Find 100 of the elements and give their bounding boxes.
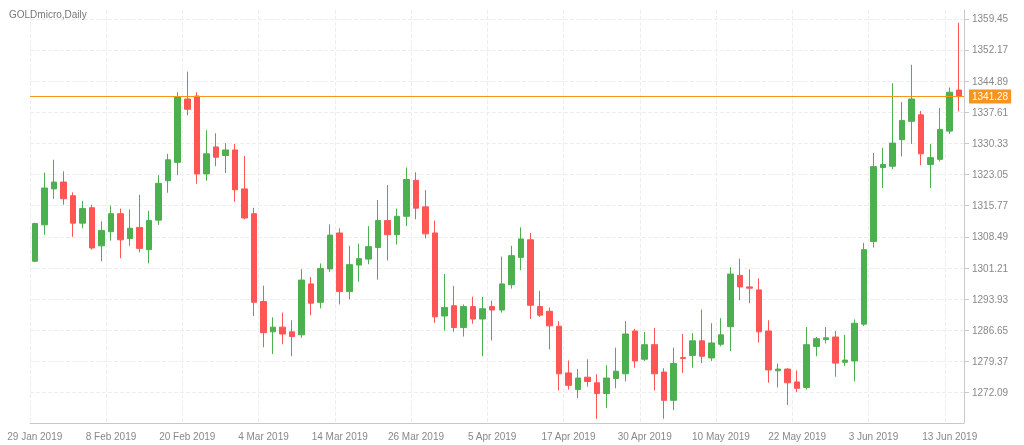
- candlestick: [470, 296, 476, 325]
- candlestick: [622, 320, 629, 382]
- x-tick-label: 20 Feb 2019: [159, 430, 216, 442]
- candlestick: [765, 319, 772, 384]
- x-tick-label: 4 Mar 2019: [238, 430, 290, 442]
- x-tick-label: 3 Jun 2019: [848, 430, 899, 442]
- candlestick: [89, 204, 95, 251]
- candlestick: [422, 189, 429, 240]
- y-tick-label: 1359.45: [972, 13, 1009, 25]
- candlestick: [813, 336, 820, 357]
- candlestick: [394, 208, 400, 246]
- candlestick: [680, 333, 686, 374]
- y-tick-label: 1272.09: [972, 387, 1009, 399]
- candlestick: [232, 143, 238, 203]
- candlestick: [346, 245, 353, 300]
- candlestick: [79, 200, 86, 229]
- candlestick: [641, 331, 648, 362]
- y-tick-label: 1279.37: [972, 356, 1009, 367]
- x-tick-label: 8 Feb 2019: [85, 430, 137, 442]
- candlestick: [241, 155, 248, 220]
- candlestick: [289, 319, 295, 357]
- candlestick: [365, 225, 372, 265]
- candlestick: [155, 174, 162, 226]
- candlestick: [298, 268, 305, 339]
- x-tick-label: 29 Jan 2019: [7, 430, 63, 442]
- candlestick: [51, 159, 57, 200]
- candlestick: [661, 367, 667, 420]
- candlestick: [565, 360, 572, 391]
- candlestick: [117, 208, 124, 259]
- candlestick: [518, 226, 524, 271]
- candlestick: [737, 258, 743, 301]
- y-tick-label: 1330.33: [972, 137, 1009, 149]
- candlestick: [98, 220, 105, 262]
- x-tick-label: 30 Apr 2019: [617, 430, 673, 442]
- candlestick: [918, 110, 924, 166]
- candlestick: [479, 296, 486, 357]
- y-tick-label: 1286.65: [972, 324, 1009, 336]
- candlestick: [508, 245, 515, 290]
- candlestick: [375, 199, 381, 281]
- candlestick: [699, 309, 705, 364]
- candlestick: [803, 326, 810, 391]
- y-tick-label: 1337.61: [972, 106, 1009, 118]
- candlestick: [403, 167, 410, 227]
- candlestick: [689, 332, 696, 369]
- x-tick-label: 13 Jun 2019: [922, 430, 978, 442]
- candlestick: [260, 285, 267, 348]
- candlestick: [613, 347, 619, 389]
- x-tick-label: 14 Mar 2019: [311, 430, 369, 442]
- candlestick: [108, 205, 114, 242]
- candlestick: [632, 328, 638, 369]
- x-tick-label: 10 May 2019: [692, 430, 751, 442]
- y-tick-label: 1323.05: [972, 169, 1009, 181]
- candlestick: [146, 210, 152, 264]
- y-tick-label: 1301.21: [972, 262, 1009, 274]
- candlestick: [775, 363, 781, 388]
- candlestick: [136, 194, 143, 253]
- candlestick: [784, 367, 791, 406]
- candlestick: [603, 364, 610, 409]
- candlestick: [851, 318, 858, 382]
- candlestick: [908, 64, 915, 145]
- x-tick-label: 22 May 2019: [768, 430, 827, 442]
- candlestick: [794, 369, 800, 393]
- candlestick: [356, 243, 362, 283]
- candlestick: [279, 312, 286, 345]
- y-tick-label: 1315.77: [972, 200, 1009, 212]
- candlestick: [451, 285, 457, 333]
- candlestick: [213, 132, 219, 167]
- y-tick-label: 1344.89: [972, 75, 1009, 87]
- x-tick-label: 5 Apr 2019: [468, 430, 517, 442]
- candlestick: [842, 334, 848, 367]
- candlestick: [499, 256, 505, 314]
- candlestick: [413, 171, 419, 220]
- candlestick: [718, 317, 724, 347]
- candlestick: [384, 184, 391, 261]
- candlestick: [575, 368, 581, 399]
- candlestick: [727, 266, 734, 352]
- candlestick: [489, 300, 495, 341]
- candlestick: [556, 320, 562, 391]
- y-tick-label: 1352.17: [972, 44, 1009, 56]
- candlestick: [32, 222, 38, 263]
- candlestick: [70, 191, 76, 238]
- candlestick: [832, 330, 839, 378]
- candlestick: [527, 232, 534, 320]
- candlestick: [927, 143, 934, 189]
- candlestick: [899, 101, 905, 157]
- candlestick: [174, 91, 181, 176]
- candlestick: [880, 147, 886, 189]
- candlestick: [651, 327, 658, 391]
- candlestick: [184, 71, 191, 116]
- candlestick: [441, 273, 448, 332]
- candlestick: [432, 220, 438, 324]
- candlestick: [251, 207, 257, 317]
- chart-title: GOLDmicro,Daily: [9, 8, 87, 20]
- candlestick: [203, 129, 210, 182]
- candlestick: [336, 227, 343, 305]
- candlestick: [317, 262, 324, 309]
- y-tick-label: 1308.49: [972, 231, 1009, 243]
- candlestick: [594, 373, 600, 420]
- candlestick: [41, 172, 48, 236]
- candlestick: [308, 276, 314, 316]
